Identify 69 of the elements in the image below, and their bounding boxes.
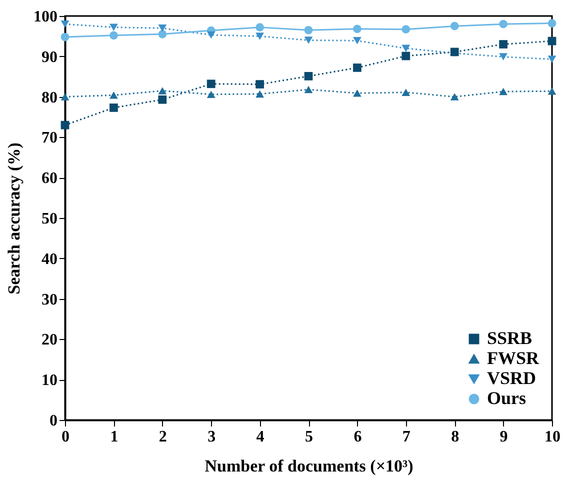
point bbox=[60, 93, 70, 100]
point bbox=[353, 37, 362, 44]
point bbox=[206, 31, 216, 39]
x-tick-label: 1 bbox=[110, 428, 118, 446]
y-tick-label: 70 bbox=[42, 130, 58, 147]
point bbox=[60, 120, 70, 130]
legend-label: SSRB bbox=[487, 328, 532, 348]
point bbox=[256, 32, 264, 40]
point bbox=[110, 92, 118, 99]
x-tick-label: 9 bbox=[500, 428, 508, 446]
point bbox=[499, 53, 508, 60]
point bbox=[304, 26, 313, 34]
point bbox=[304, 86, 313, 94]
x-tick-label: 4 bbox=[256, 428, 264, 446]
point bbox=[256, 90, 264, 98]
point bbox=[402, 25, 410, 34]
legend-label: VSRD bbox=[487, 368, 536, 388]
x-tick-label: 3 bbox=[208, 428, 216, 446]
y-tick-label: 80 bbox=[42, 89, 58, 106]
point bbox=[450, 93, 459, 100]
point bbox=[548, 36, 556, 46]
y-tick-label: 0 bbox=[50, 412, 58, 430]
point bbox=[499, 88, 508, 96]
y-tick-label: 30 bbox=[42, 291, 58, 308]
point bbox=[499, 20, 508, 28]
point bbox=[206, 90, 216, 98]
point bbox=[548, 19, 556, 28]
point bbox=[450, 22, 459, 30]
point bbox=[60, 32, 70, 42]
y-tick-label: 90 bbox=[42, 48, 58, 66]
point bbox=[158, 95, 167, 104]
y-tick-label: 40 bbox=[42, 250, 58, 268]
point bbox=[256, 80, 264, 88]
y-tick-label: 60 bbox=[42, 170, 58, 188]
point bbox=[158, 87, 167, 94]
point bbox=[256, 23, 264, 32]
point bbox=[304, 36, 313, 44]
point bbox=[110, 24, 118, 31]
x-tick-label: 0 bbox=[62, 428, 70, 446]
point bbox=[353, 90, 362, 97]
x-tick-label: 6 bbox=[354, 428, 362, 446]
point bbox=[60, 20, 70, 28]
point bbox=[158, 30, 167, 38]
point bbox=[304, 72, 313, 80]
point bbox=[548, 56, 556, 63]
y-tick-label: 20 bbox=[42, 332, 58, 349]
x-tick-label: 5 bbox=[305, 428, 313, 446]
y-tick-label: 50 bbox=[42, 210, 58, 228]
point bbox=[402, 52, 410, 60]
point bbox=[110, 104, 118, 112]
x-tick-label: 10 bbox=[544, 428, 560, 446]
legend-label: FWSR bbox=[487, 348, 540, 368]
x-tick-label: 7 bbox=[402, 428, 410, 446]
x-tick-label: 8 bbox=[451, 428, 460, 446]
y-tick-label: 100 bbox=[34, 8, 58, 26]
point bbox=[206, 80, 216, 88]
x-tick-label: 2 bbox=[158, 428, 167, 446]
y-tick-label: 10 bbox=[42, 372, 58, 390]
point bbox=[548, 88, 556, 95]
point bbox=[402, 88, 410, 96]
point bbox=[353, 24, 362, 34]
point bbox=[110, 31, 118, 40]
point bbox=[402, 44, 410, 52]
y-axis-title: Search accuracy (%) bbox=[4, 142, 24, 294]
x-axis-title: Number of documents (×10³) bbox=[204, 456, 414, 476]
point bbox=[499, 40, 508, 48]
point bbox=[353, 64, 362, 72]
point bbox=[158, 24, 167, 32]
legend-label: Ours bbox=[487, 388, 526, 408]
